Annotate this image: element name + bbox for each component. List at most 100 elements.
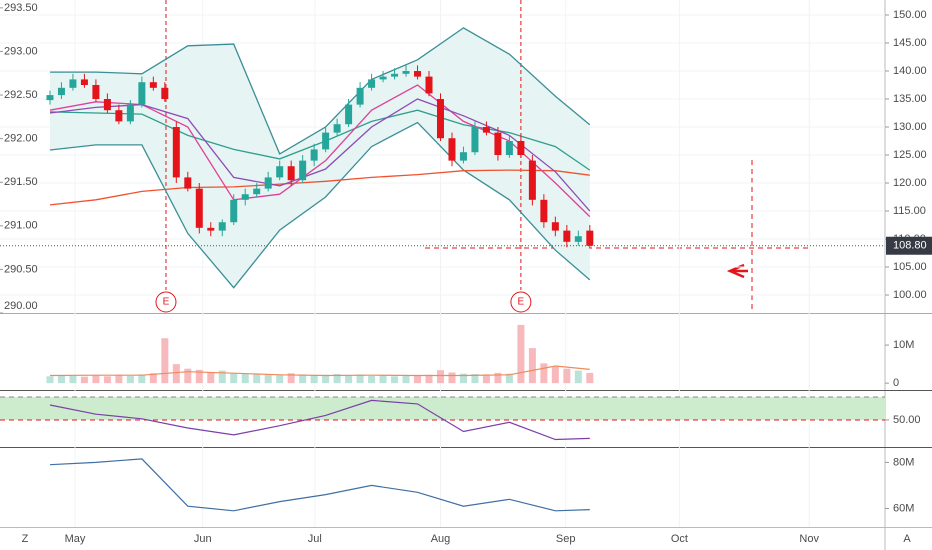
y2-tick-label: 292.50 (4, 89, 38, 101)
volume-bar (149, 373, 157, 384)
candle-body (310, 149, 318, 161)
candle-body (241, 194, 249, 200)
candle-body (517, 141, 525, 156)
volume-bar (230, 373, 238, 384)
candle-body (574, 236, 582, 242)
volume-bar (436, 370, 444, 384)
candle-body (218, 222, 226, 231)
price-label-box (886, 236, 932, 255)
volume-bar (586, 372, 594, 384)
x-tick-label: Sep (556, 533, 576, 545)
candle-body (448, 138, 456, 161)
candle-body (287, 166, 295, 181)
y-tick-label: 130.00 (893, 121, 927, 133)
candle-body (46, 95, 54, 101)
y-tick-label: 145.00 (893, 37, 927, 49)
volume-ma (49, 365, 590, 377)
volume-bar (287, 373, 295, 384)
candle-body (505, 141, 513, 156)
candle-body (391, 73, 399, 77)
volume-bar (574, 370, 582, 384)
volume-bar (241, 374, 249, 384)
y-tick-label: 115.00 (893, 205, 926, 217)
candle-body (149, 82, 157, 88)
candle-body (207, 227, 215, 231)
candle-body (551, 222, 559, 231)
x-tick-label: Jul (308, 533, 322, 545)
y-tick-label: 10M (893, 339, 914, 351)
indicator-line (49, 121, 591, 289)
candle-body (57, 87, 65, 96)
volume-bar (356, 374, 364, 384)
x-tick-label: Jun (194, 533, 212, 545)
y-tick-label: 150.00 (893, 9, 927, 21)
candle-body (402, 71, 410, 74)
event-marker (510, 291, 532, 313)
volume-bar (379, 375, 387, 384)
candle-body (161, 87, 169, 100)
y2-tick-label: 293.00 (4, 45, 38, 57)
candle-body (195, 188, 203, 228)
candle-body (184, 177, 192, 189)
volume-bar (218, 370, 226, 384)
y-tick-label: 105.00 (893, 261, 927, 273)
volume-bar (425, 374, 433, 384)
volume-bar (69, 375, 77, 384)
y2-tick-label: 290.50 (4, 263, 38, 275)
candle-body (299, 160, 307, 181)
candle-body (276, 166, 284, 178)
volume-bar (207, 372, 215, 384)
candle-body (528, 160, 536, 200)
candle-body (356, 87, 364, 105)
candle-body (540, 199, 548, 223)
candle-body (586, 230, 594, 246)
candle-body (322, 132, 330, 150)
y-tick-label: 0 (893, 377, 899, 389)
candle-body (172, 127, 180, 178)
candle-body (459, 152, 467, 161)
volume-bar (92, 375, 100, 384)
volume-bar (345, 375, 353, 384)
candle-body (471, 127, 479, 153)
y2-tick-label: 290.00 (4, 300, 38, 312)
volume-bar (126, 375, 134, 384)
candle-body (253, 188, 261, 195)
volume-bar (391, 376, 399, 384)
candle-body (414, 71, 422, 77)
indicator-line (49, 169, 590, 206)
volume-bar (57, 375, 65, 384)
y-tick-label: 80M (893, 456, 914, 468)
indicator-line (50, 27, 591, 155)
candle-body (115, 110, 123, 122)
indicator-line (49, 458, 590, 512)
volume-bar (103, 376, 111, 384)
corner-label[interactable]: A (903, 533, 911, 545)
candle-body (563, 230, 571, 242)
candle-body (103, 99, 111, 111)
volume-bar (161, 338, 169, 384)
volume-bar (540, 363, 548, 384)
x-tick-label: Oct (671, 533, 688, 545)
event-label: E (518, 297, 525, 308)
y-tick-label: 140.00 (893, 65, 927, 77)
volume-bar (115, 374, 123, 384)
volume-bar (333, 374, 341, 384)
y-tick-label: 120.00 (893, 177, 927, 189)
candle-body (482, 127, 490, 133)
volume-bar (505, 373, 513, 384)
candle-body (425, 76, 433, 94)
volume-bar (414, 375, 422, 384)
volume-bar (448, 372, 456, 384)
volume-bar (402, 375, 410, 384)
volume-bar (299, 374, 307, 384)
candle-body (368, 79, 376, 88)
band-fill (49, 27, 590, 288)
candle-body (92, 85, 100, 100)
y2-tick-label: 291.50 (4, 176, 38, 188)
volume-bar (310, 375, 318, 384)
corner-label[interactable]: Z (22, 533, 29, 545)
x-tick-label: Aug (431, 533, 451, 545)
y2-tick-label: 291.00 (4, 220, 38, 232)
candle-body (333, 124, 341, 133)
